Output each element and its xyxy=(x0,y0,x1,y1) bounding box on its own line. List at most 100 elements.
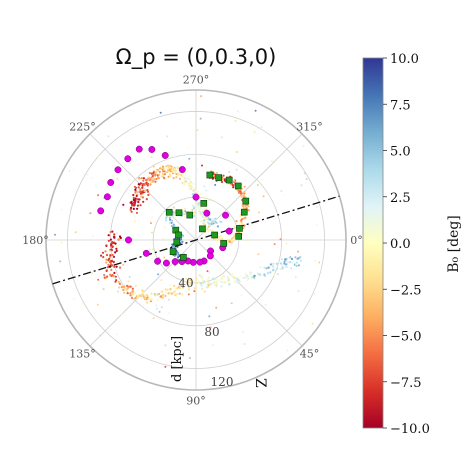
scatter-point xyxy=(243,191,246,194)
scatter-point xyxy=(141,289,144,292)
scatter-point xyxy=(232,184,235,187)
scatter-point xyxy=(242,276,245,280)
scatter-point xyxy=(251,277,254,280)
scatter-point xyxy=(105,244,108,247)
scatter-point xyxy=(152,171,155,174)
scatter-point xyxy=(131,293,134,296)
scatter-point xyxy=(272,268,275,272)
scatter-point xyxy=(258,274,261,277)
scatter-point xyxy=(200,95,203,98)
scatter-point xyxy=(305,178,308,180)
scatter-point xyxy=(96,155,99,158)
scatter-point xyxy=(114,251,117,254)
angular-tick-label: 90° xyxy=(186,395,206,408)
scatter-point xyxy=(205,166,208,169)
scatter-point xyxy=(182,286,185,289)
scatter-point xyxy=(208,199,211,202)
scatter-point xyxy=(151,231,153,234)
scatter-point xyxy=(146,182,150,185)
scatter-point xyxy=(253,274,256,277)
green-marker xyxy=(200,200,208,207)
scatter-point xyxy=(154,294,157,297)
radial-tick-label: 80 xyxy=(204,325,219,339)
scatter-point xyxy=(139,182,142,185)
scatter-point xyxy=(297,250,300,253)
scatter-point xyxy=(110,274,113,278)
magenta-marker xyxy=(178,166,186,173)
scatter-point xyxy=(237,191,241,194)
scatter-point xyxy=(203,219,206,222)
scatter-point xyxy=(166,171,169,174)
scatter-point xyxy=(146,301,149,304)
scatter-point xyxy=(234,119,237,122)
scatter-point xyxy=(222,174,225,177)
scatter-point xyxy=(151,175,154,178)
scatter-point xyxy=(198,274,201,277)
scatter-point xyxy=(150,181,153,184)
magenta-marker xyxy=(192,193,200,201)
colorbar-tick-label: −7.5 xyxy=(390,376,422,391)
radial-tick-label: 40 xyxy=(178,276,193,290)
scatter-point xyxy=(235,220,238,223)
scatter-point xyxy=(81,302,84,305)
scatter-point xyxy=(178,177,182,180)
green-marker xyxy=(242,197,250,205)
scatter-point xyxy=(159,111,162,114)
scatter-point xyxy=(96,303,99,306)
scatter-point xyxy=(241,194,244,197)
scatter-point xyxy=(208,222,211,225)
green-marker xyxy=(220,240,227,247)
scatter-point xyxy=(89,212,92,215)
scatter-point xyxy=(188,178,191,181)
scatter-point xyxy=(207,282,210,285)
scatter-point xyxy=(129,285,132,288)
scatter-point xyxy=(103,256,106,259)
scatter-point xyxy=(60,241,63,244)
scatter-point xyxy=(134,284,137,287)
scatter-point xyxy=(247,277,250,281)
scatter-point xyxy=(161,174,164,177)
scatter-point xyxy=(222,275,226,278)
colorbar: 10.0 7.5 5.0 2.5 0.0 −2.5 −5.0 −7.5 −10.0 B₀ [de… xyxy=(362,52,462,437)
scatter-point xyxy=(227,239,230,242)
scatter-point xyxy=(271,160,273,163)
scatter-point xyxy=(188,157,191,160)
scatter-point xyxy=(111,245,114,248)
scatter-point xyxy=(113,265,116,268)
scatter-point xyxy=(169,283,172,287)
polar-frame xyxy=(45,89,347,391)
radial-tick-label: 120 xyxy=(211,375,234,389)
scatter-point xyxy=(150,172,153,175)
scatter-point xyxy=(100,254,103,257)
scatter-point xyxy=(215,280,218,283)
scatter-point xyxy=(74,231,77,234)
scatter-point xyxy=(313,292,316,295)
scatter-point xyxy=(230,238,233,241)
scatter-point xyxy=(290,267,293,270)
scatter-point xyxy=(150,216,153,219)
scatter-point xyxy=(116,290,119,293)
scatter-point xyxy=(302,145,305,148)
magenta-marker xyxy=(206,252,214,260)
scatter-point xyxy=(177,251,180,254)
scatter-point xyxy=(164,288,167,291)
scatter-point xyxy=(233,233,236,236)
scatter-point xyxy=(241,204,245,207)
scatter-point xyxy=(275,267,278,270)
scatter-point xyxy=(297,264,301,267)
scatter-point xyxy=(178,292,181,295)
scatter-point xyxy=(141,192,144,195)
scatter-point xyxy=(109,238,112,241)
scatter-point xyxy=(107,135,110,138)
scatter-point xyxy=(199,212,202,215)
scatter-point xyxy=(184,179,187,182)
scatter-point xyxy=(175,176,178,179)
scatter-point xyxy=(170,178,173,181)
scatter-point xyxy=(122,263,125,266)
scatter-point xyxy=(107,234,110,237)
colorbar-tick-label: −10.0 xyxy=(390,422,430,437)
colorbar-gradient xyxy=(362,57,384,429)
scatter-point xyxy=(68,169,71,172)
scatter-point xyxy=(204,279,208,282)
scatter-point xyxy=(115,265,118,268)
